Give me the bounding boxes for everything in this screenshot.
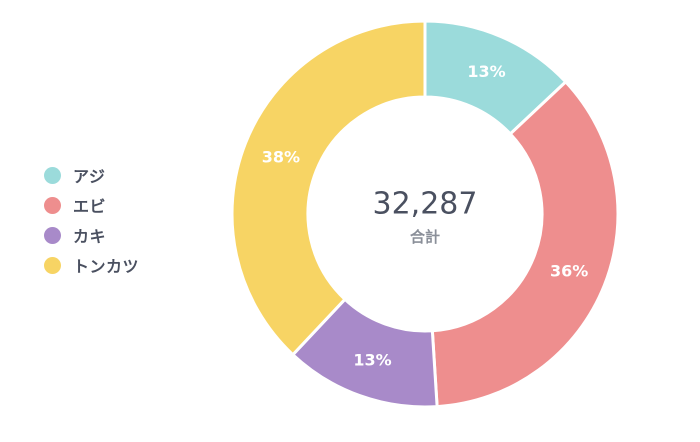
donut-slices [230, 19, 620, 409]
slice-label-3: 13% [353, 350, 391, 369]
legend-item-3: カキ [44, 220, 139, 250]
legend-label: アジ [73, 167, 106, 186]
legend-item-4: トンカツ [44, 250, 139, 280]
legend-item-1: アジ [44, 160, 139, 190]
legend-label: カキ [73, 227, 107, 246]
legend: アジエビカキトンカツ [44, 160, 139, 280]
slice-labels: 13% 36% 13% 38% [262, 62, 589, 369]
legend-item-2: エビ [44, 190, 139, 220]
legend-swatch [44, 256, 61, 274]
legend-swatch [44, 196, 61, 214]
slice-label-2: 36% [550, 262, 588, 281]
total-label: 合計 [409, 228, 440, 246]
legend-label: エビ [73, 197, 107, 216]
slice-label-4: 38% [262, 147, 300, 166]
slice-2 [430, 79, 620, 409]
slice-4 [230, 19, 427, 357]
legend-swatch [44, 166, 61, 184]
legend-swatch [44, 226, 61, 244]
legend-label: トンカツ [73, 257, 140, 276]
total-value: 32,287 [373, 187, 478, 222]
slice-label-1: 13% [467, 62, 505, 81]
